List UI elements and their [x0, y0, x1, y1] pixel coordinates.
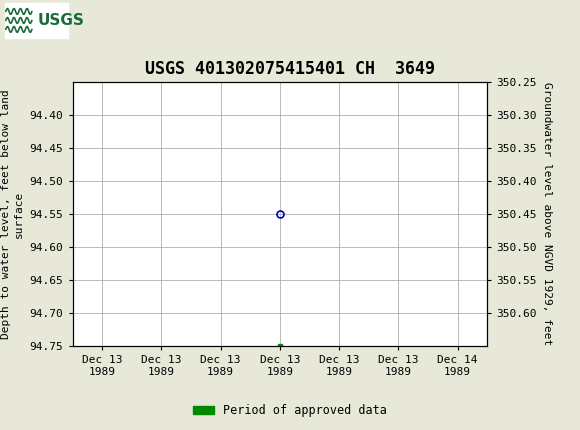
- Legend: Period of approved data: Period of approved data: [188, 399, 392, 422]
- Y-axis label: Groundwater level above NGVD 1929, feet: Groundwater level above NGVD 1929, feet: [542, 82, 552, 346]
- Y-axis label: Depth to water level, feet below land
surface: Depth to water level, feet below land su…: [1, 89, 24, 339]
- FancyBboxPatch shape: [5, 3, 68, 37]
- Text: USGS: USGS: [38, 13, 85, 28]
- Text: USGS 401302075415401 CH  3649: USGS 401302075415401 CH 3649: [145, 60, 435, 78]
